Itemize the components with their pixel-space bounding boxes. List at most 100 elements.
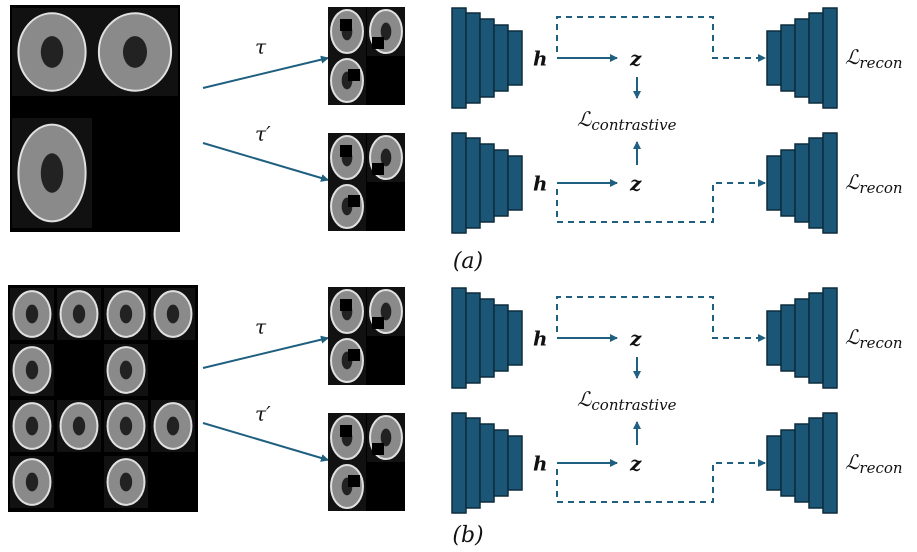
encoder-layer	[466, 418, 480, 508]
encoder-layer	[508, 31, 522, 85]
latent-label: z	[629, 47, 642, 71]
mri-ventricle	[41, 36, 63, 68]
loss-symbol: ℒ	[845, 170, 860, 194]
mri-ventricle	[120, 361, 132, 380]
augmentation-label: τ′	[255, 402, 271, 426]
mask-patch	[340, 19, 352, 31]
decoder-layer	[767, 31, 781, 85]
encoder-layer	[508, 311, 522, 365]
decoder-layer	[795, 19, 809, 97]
augmentation-label: τ	[255, 35, 267, 59]
skip-dashed-arrow	[557, 183, 765, 222]
augmentation-label: τ	[255, 315, 267, 339]
decoder-layer	[809, 138, 823, 228]
mri-ventricle	[167, 417, 179, 436]
mri-ventricle	[41, 153, 63, 193]
loss-subscript: contrastive	[591, 396, 676, 414]
encoder-layer	[494, 305, 508, 371]
mri-ventricle	[26, 305, 38, 324]
decoder-layer	[781, 430, 795, 496]
mri-ventricle	[26, 473, 38, 492]
skip-dashed-arrow	[557, 463, 765, 502]
decoder-layer	[823, 8, 837, 108]
mask-patch	[348, 69, 360, 81]
panel-caption: (a)	[453, 249, 483, 274]
encoder-layer	[494, 25, 508, 91]
encoder-layer	[508, 436, 522, 490]
mri-ventricle	[26, 361, 38, 380]
latent-label: z	[629, 327, 642, 351]
loss-symbol: ℒ	[845, 450, 860, 474]
encoder-output-label: h	[533, 327, 548, 351]
mri-ventricle	[120, 473, 132, 492]
decoder-layer	[809, 13, 823, 103]
loss-symbol: ℒ	[845, 325, 860, 349]
loss-symbol: ℒ	[577, 107, 592, 131]
decoder-layer	[781, 305, 795, 371]
mask-patch	[372, 37, 384, 49]
encoder-layer	[452, 133, 466, 233]
loss-subscript: contrastive	[591, 116, 676, 134]
encoder-layer	[480, 424, 494, 502]
encoder-layer	[466, 293, 480, 383]
mask-patch	[340, 145, 352, 157]
skip-dashed-arrow	[557, 17, 765, 58]
mask-patch	[372, 443, 384, 455]
mask-patch	[372, 317, 384, 329]
decoder-layer	[823, 288, 837, 388]
decoder-layer	[795, 144, 809, 222]
encoder-layer	[494, 150, 508, 216]
figure: τhzℒreconτ′hzℒreconℒcontrastive(a)τhzℒre…	[0, 0, 917, 552]
encoder-output-label: h	[533, 47, 548, 71]
encoder-layer	[480, 19, 494, 97]
augmentation-arrow	[203, 58, 328, 88]
contrastive-loss: ℒcontrastive	[577, 387, 677, 415]
decoder-layer	[809, 293, 823, 383]
mask-patch	[348, 195, 360, 207]
encoder-layer	[452, 288, 466, 388]
encoder-layer	[466, 13, 480, 103]
contrastive-loss: ℒcontrastive	[577, 107, 677, 135]
encoder-layer	[466, 138, 480, 228]
decoder-layer	[795, 424, 809, 502]
decoder-layer	[809, 418, 823, 508]
loss-symbol: ℒ	[845, 45, 860, 69]
mri-ventricle	[120, 417, 132, 436]
augmentation-arrow	[203, 143, 328, 180]
encoder-layer	[452, 413, 466, 513]
encoder-layer	[452, 8, 466, 108]
mri-ventricle	[123, 36, 147, 68]
panel-caption: (b)	[452, 523, 483, 548]
mask-patch	[340, 425, 352, 437]
augmentation-arrow	[203, 338, 328, 368]
skip-dashed-arrow	[557, 297, 765, 338]
loss-subscript: recon	[859, 459, 902, 477]
decoder-layer	[781, 25, 795, 91]
decoder-layer	[795, 299, 809, 377]
recon-loss: ℒrecon	[845, 325, 903, 353]
decoder-layer	[767, 156, 781, 210]
encoder-layer	[480, 144, 494, 222]
decoder-layer	[823, 133, 837, 233]
loss-subscript: recon	[859, 334, 902, 352]
mask-patch	[348, 475, 360, 487]
encoder-layer	[480, 299, 494, 377]
decoder-layer	[823, 413, 837, 513]
loss-subscript: recon	[859, 179, 902, 197]
recon-loss: ℒrecon	[845, 45, 903, 73]
recon-loss: ℒrecon	[845, 450, 903, 478]
augmentation-arrow	[203, 423, 328, 460]
encoder-layer	[508, 156, 522, 210]
encoder-layer	[494, 430, 508, 496]
decoder-layer	[781, 150, 795, 216]
loss-symbol: ℒ	[577, 387, 592, 411]
mask-patch	[372, 163, 384, 175]
latent-label: z	[629, 452, 642, 476]
mri-ventricle	[120, 305, 132, 324]
mri-ventricle	[26, 417, 38, 436]
encoder-output-label: h	[533, 452, 548, 476]
mask-patch	[340, 299, 352, 311]
mri-ventricle	[73, 305, 85, 324]
augmentation-label: τ′	[255, 122, 271, 146]
recon-loss: ℒrecon	[845, 170, 903, 198]
